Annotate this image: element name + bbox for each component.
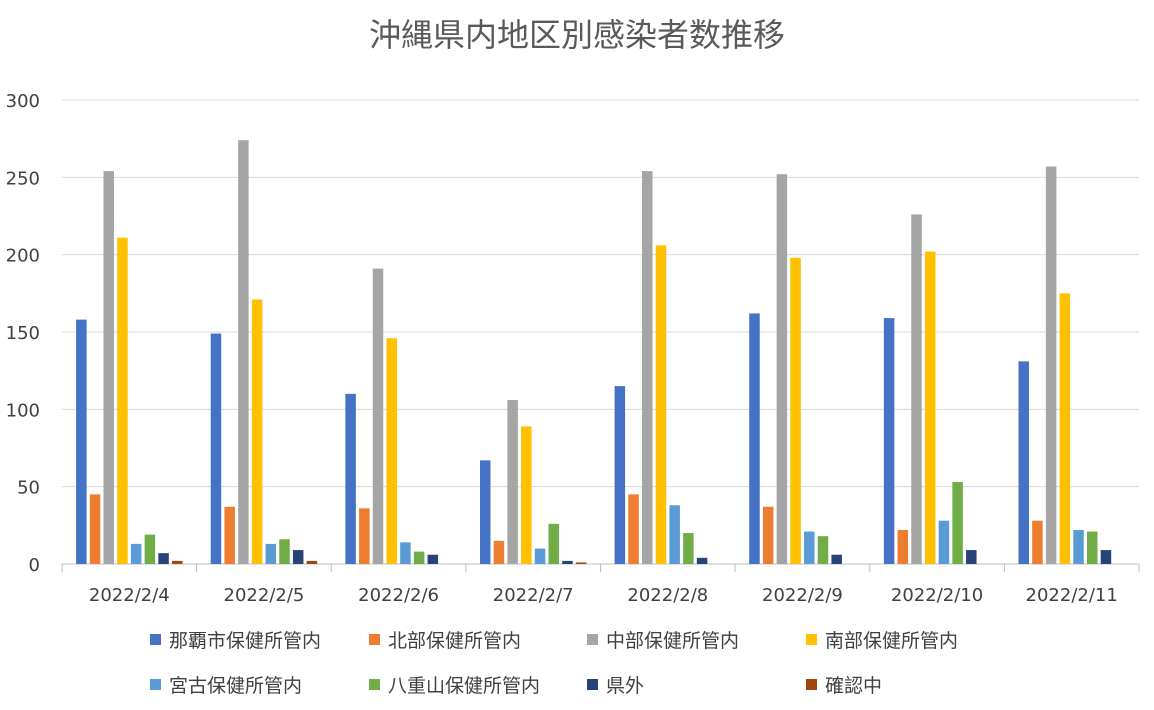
bar — [413, 551, 425, 564]
legend-label: 確認中 — [825, 675, 882, 697]
legend-swatch — [587, 634, 598, 645]
bar — [1073, 529, 1084, 564]
bar — [1059, 293, 1071, 564]
bar — [924, 251, 936, 564]
x-tick-label: 2022/2/11 — [1026, 585, 1118, 606]
legend-label: 八重山保健所管内 — [388, 675, 540, 697]
legend-label: 南部保健所管内 — [825, 630, 958, 652]
y-tick-label: 200 — [6, 246, 40, 267]
bar — [507, 400, 518, 564]
bar — [172, 560, 183, 564]
x-tick-label: 2022/2/6 — [358, 585, 439, 606]
bars — [76, 140, 1112, 565]
y-tick-label: 150 — [6, 323, 40, 344]
chart-title: 沖縄県内地区別感染者数推移 — [369, 16, 785, 54]
bar — [628, 494, 639, 564]
y-tick-label: 100 — [6, 400, 40, 421]
bar — [144, 534, 156, 564]
bar — [210, 333, 222, 564]
bar — [117, 237, 128, 565]
gridlines — [61, 99, 1140, 572]
y-axis-ticks: 0 50 100 150 200 250 300 — [6, 91, 40, 576]
bar — [251, 299, 263, 564]
bar — [103, 171, 115, 564]
legend-label: 県外 — [606, 675, 644, 697]
bar — [521, 426, 532, 564]
legend-swatch — [806, 679, 817, 690]
bar — [562, 560, 573, 564]
legend-swatch — [150, 634, 161, 645]
bar — [306, 560, 318, 564]
y-tick-label: 250 — [6, 168, 40, 189]
bar — [966, 550, 977, 564]
y-tick-label: 0 — [29, 555, 40, 576]
bar — [479, 460, 491, 564]
bar — [655, 245, 667, 565]
legend-label: 宮古保健所管内 — [169, 675, 302, 697]
bar — [804, 531, 815, 564]
bar — [345, 393, 356, 564]
bar — [831, 554, 842, 564]
bar — [534, 548, 546, 564]
bar — [642, 171, 653, 564]
legend-label: 那覇市保健所管内 — [169, 630, 321, 652]
bar — [952, 482, 963, 564]
bar — [130, 543, 142, 564]
bar — [279, 539, 290, 564]
legend-swatch — [587, 679, 598, 690]
bar — [400, 542, 411, 564]
bar — [762, 506, 774, 564]
bar — [359, 508, 370, 564]
bar — [89, 494, 101, 564]
bar — [749, 313, 760, 564]
bar — [493, 540, 505, 564]
bar — [817, 536, 829, 564]
x-tick-label: 2022/2/5 — [224, 585, 305, 606]
bar — [1100, 550, 1112, 564]
bar — [776, 174, 788, 565]
y-tick-label: 300 — [6, 91, 40, 112]
bar — [883, 318, 895, 564]
bar — [614, 386, 626, 564]
bar — [696, 557, 708, 564]
bar — [548, 523, 559, 564]
bar — [683, 533, 694, 564]
bar — [1045, 166, 1057, 565]
x-tick-label: 2022/2/9 — [762, 585, 843, 606]
bar — [224, 506, 235, 564]
x-tick-label: 2022/2/7 — [493, 585, 574, 606]
bar — [292, 550, 304, 564]
bar — [158, 553, 169, 564]
y-tick-label: 50 — [17, 478, 40, 499]
legend-label: 中部保健所管内 — [606, 630, 739, 652]
x-axis-ticks: 2022/2/4 2022/2/5 2022/2/6 2022/2/7 2022/2/8… — [89, 585, 1118, 606]
bar — [427, 554, 439, 564]
legend-swatch — [150, 679, 161, 690]
bar — [372, 268, 384, 564]
bar — [938, 520, 950, 564]
bar — [386, 338, 397, 564]
bar — [575, 562, 587, 564]
legend-swatch — [369, 679, 380, 690]
bar — [1032, 520, 1043, 564]
x-tick-label: 2022/2/4 — [89, 585, 170, 606]
bar — [1086, 531, 1098, 564]
bar — [790, 257, 801, 564]
bar — [238, 140, 249, 565]
bar — [897, 529, 909, 564]
legend-label: 北部保健所管内 — [388, 630, 521, 652]
bar — [76, 319, 87, 564]
x-tick-label: 2022/2/8 — [627, 585, 708, 606]
bar — [265, 543, 277, 564]
legend-swatch — [369, 634, 380, 645]
bar — [911, 214, 922, 564]
x-tick-label: 2022/2/10 — [891, 585, 983, 606]
bar — [1018, 361, 1029, 564]
legend-swatch — [806, 634, 817, 645]
bar — [669, 505, 680, 564]
